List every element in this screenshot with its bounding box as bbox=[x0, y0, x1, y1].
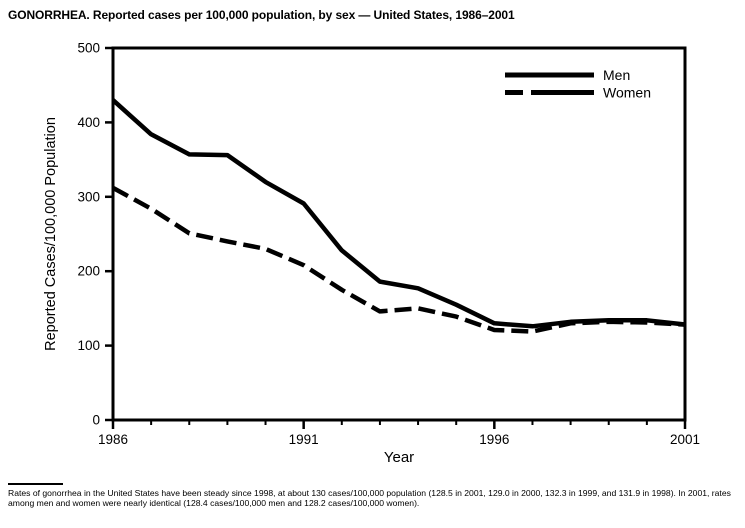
y-tick-label: 400 bbox=[77, 115, 100, 130]
y-tick-label: 0 bbox=[92, 413, 100, 428]
y-tick-label: 200 bbox=[77, 264, 100, 279]
x-tick-label: 1991 bbox=[289, 432, 319, 447]
footnote-rule bbox=[8, 483, 63, 485]
men-line bbox=[111, 98, 686, 329]
legend-label-women: Women bbox=[603, 85, 651, 101]
x-tick-label: 1996 bbox=[479, 432, 509, 447]
y-axis-title: Reported Cases/100,000 Population bbox=[43, 117, 59, 351]
x-tick-label: 2001 bbox=[670, 432, 700, 447]
y-tick-label: 100 bbox=[77, 338, 100, 353]
legend-label-men: Men bbox=[603, 67, 630, 83]
women-line bbox=[111, 185, 686, 334]
chart-canvas: 0 100 200 300 400 500 1986 1991 1996 2001 Men Women… bbox=[43, 41, 700, 467]
plot-border bbox=[111, 46, 687, 422]
chart-title: GONORRHEA. Reported cases per 100,000 po… bbox=[8, 8, 515, 22]
x-axis-title: Year bbox=[384, 449, 414, 466]
footnote-text: Rates of gonorrhea in the United States … bbox=[8, 488, 731, 509]
y-tick-label: 500 bbox=[77, 41, 100, 56]
y-tick-label: 300 bbox=[77, 189, 100, 204]
x-tick-label: 1986 bbox=[98, 432, 128, 447]
